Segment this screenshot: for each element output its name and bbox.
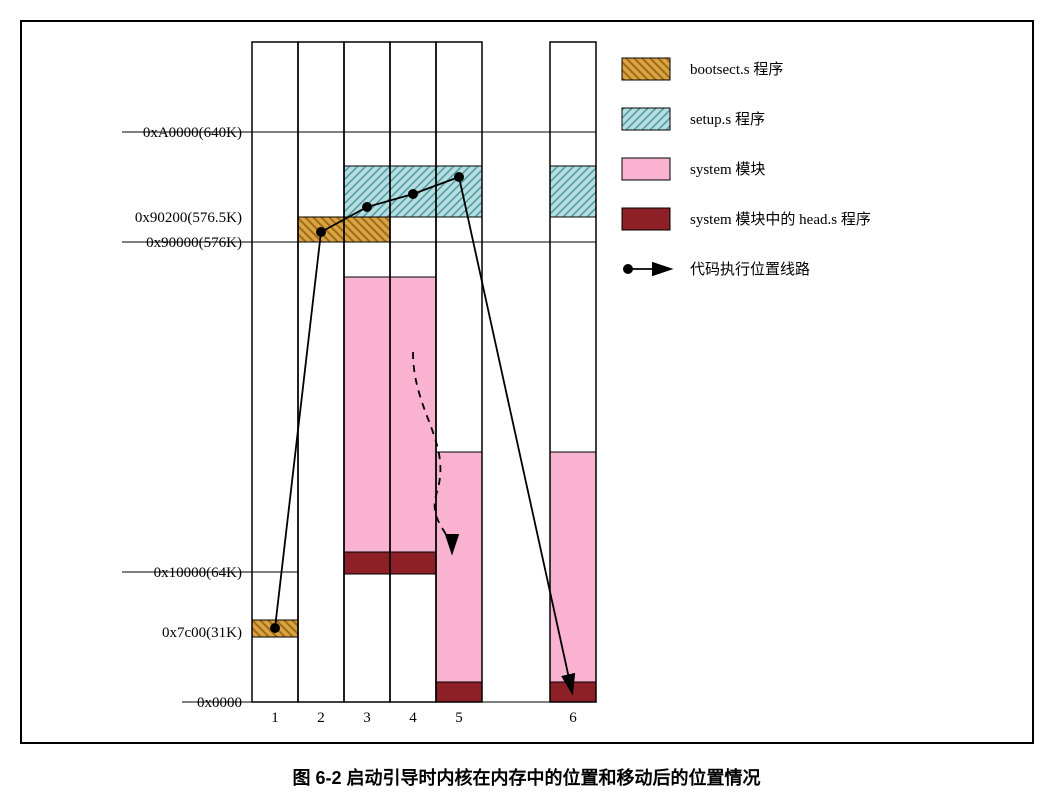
y-axis-label: 0x90000(576K)	[146, 235, 242, 251]
memory-block-setup	[550, 166, 596, 217]
memory-block-system	[344, 277, 390, 552]
execution-dot	[270, 623, 280, 633]
memory-block-system	[436, 452, 482, 682]
diagram-svg: 1 2 3 4 5 6 0xA0000(640K) 0x90200(576.5K) 0x9000…	[22, 22, 1032, 742]
legend-label: bootsect.s 程序	[690, 61, 783, 78]
legend-swatch	[622, 208, 670, 230]
legend-label: setup.s 程序	[690, 111, 765, 128]
column-label: 3	[363, 710, 371, 726]
legend-label: system 模块中的 head.s 程序	[690, 211, 871, 228]
figure-caption: 图 6-2 启动引导时内核在内存中的位置和移动后的位置情况	[20, 764, 1033, 790]
y-axis-label: 0x90200(576.5K)	[135, 210, 242, 226]
column-label: 4	[409, 710, 417, 726]
memory-column	[252, 42, 298, 702]
column-label: 2	[317, 710, 325, 726]
memory-block-bootsect	[344, 217, 390, 242]
legend-swatch	[622, 58, 670, 80]
column-label: 1	[271, 710, 279, 726]
figure-container: 1 2 3 4 5 6 0xA0000(640K) 0x90200(576.5K) 0x9000…	[20, 20, 1034, 744]
memory-block-head	[390, 552, 436, 574]
y-axis-label: 0x7c00(31K)	[162, 625, 242, 641]
memory-block-head	[344, 552, 390, 574]
legend-swatch	[622, 108, 670, 130]
legend-label: 代码执行位置线路	[690, 261, 810, 278]
memory-block-system	[550, 452, 596, 682]
memory-block-head	[436, 682, 482, 702]
memory-block-head	[550, 682, 596, 702]
memory-block-system	[390, 277, 436, 552]
legend-swatch	[622, 158, 670, 180]
column-label: 5	[455, 710, 463, 726]
y-axis-label: 0xA0000(640K)	[143, 125, 242, 141]
y-axis-label: 0x0000	[197, 695, 242, 711]
column-label: 6	[569, 710, 577, 726]
legend-label: system 模块	[690, 161, 765, 178]
y-axis-label: 0x10000(64K)	[154, 565, 242, 581]
